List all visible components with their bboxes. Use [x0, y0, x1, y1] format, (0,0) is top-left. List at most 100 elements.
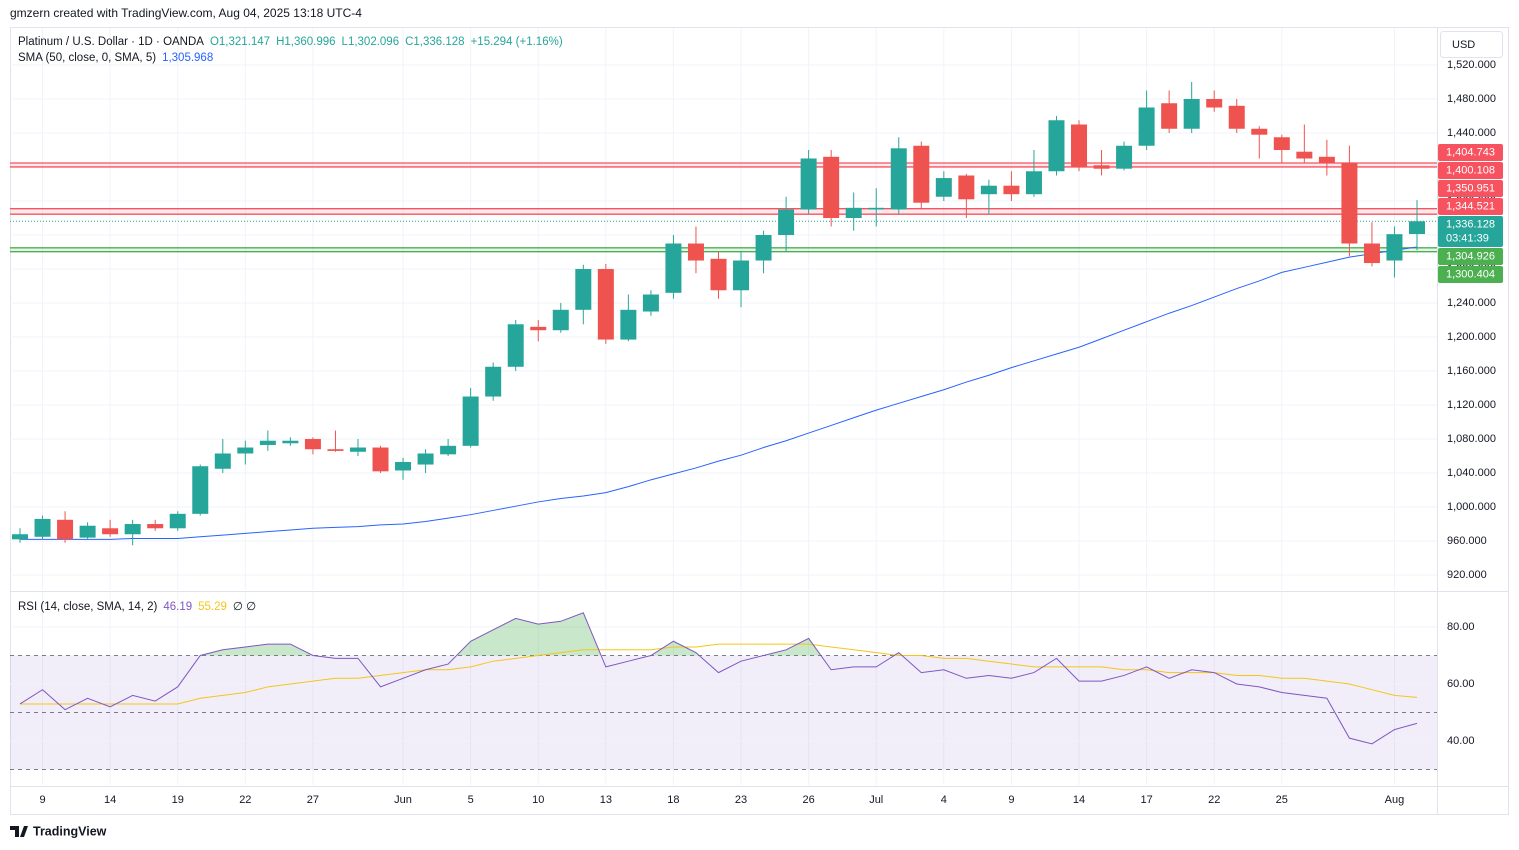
candle-body — [1183, 99, 1200, 129]
candle-body — [1409, 221, 1425, 235]
candle-body — [147, 524, 164, 529]
candle-body — [687, 243, 704, 261]
brand: TradingView — [33, 824, 107, 838]
candle-body — [372, 447, 389, 472]
candle-body — [642, 294, 659, 312]
candle-body — [192, 466, 209, 514]
candle-body — [800, 158, 817, 210]
candle-body — [1318, 156, 1335, 163]
candle-body — [1206, 99, 1223, 108]
candle-body — [304, 439, 321, 450]
candle-body — [169, 513, 186, 529]
x-tick-label: 27 — [307, 794, 319, 806]
x-tick-label: 13 — [600, 794, 612, 806]
candle-body — [440, 445, 457, 455]
price-axis-label-text: 1,336.128 — [1446, 218, 1495, 230]
x-tick-label: 5 — [468, 794, 474, 806]
x-tick-label: 14 — [1073, 794, 1085, 806]
level-band — [10, 247, 1437, 252]
y-tick-label: 1,440.000 — [1447, 127, 1496, 139]
price-axis-label-text: 1,350.951 — [1446, 182, 1495, 194]
level-band — [10, 162, 1437, 167]
candle-body — [1048, 120, 1065, 172]
y-tick-label: 1,120.000 — [1447, 399, 1496, 411]
candle-body — [868, 207, 885, 210]
candle-body — [79, 525, 96, 538]
candle-body — [282, 440, 299, 444]
candle-body — [913, 145, 930, 203]
currency: USD — [1452, 39, 1475, 51]
candle-body — [890, 148, 907, 210]
price-axis-label — [1438, 266, 1503, 284]
y-tick-label: 1,080.000 — [1447, 433, 1496, 445]
y-tick-label: 1,040.000 — [1447, 467, 1496, 479]
candle-body — [575, 269, 592, 310]
x-tick-label: 4 — [941, 794, 947, 806]
x-tick-label: 23 — [735, 794, 747, 806]
price-axis-label — [1438, 144, 1503, 162]
level-band — [10, 208, 1437, 215]
candle-body — [462, 396, 479, 446]
x-tick-label: 14 — [104, 794, 116, 806]
candle-body — [1341, 162, 1358, 244]
y-tick-label: 1,200.000 — [1447, 331, 1496, 343]
y-tick-label: 60.00 — [1447, 678, 1475, 690]
price-axis-label — [1438, 248, 1503, 266]
candle-body — [1138, 107, 1155, 146]
y-tick-label: 1,240.000 — [1447, 297, 1496, 309]
candle-body — [507, 324, 524, 367]
ohlc-value: +15.294 (+1.16%) — [471, 36, 563, 48]
x-tick-label: 22 — [239, 794, 251, 806]
candle-body — [597, 269, 614, 340]
candle-body — [102, 528, 119, 535]
candle-body — [1296, 151, 1313, 159]
price-axis-label-text: 1,304.926 — [1446, 250, 1495, 262]
x-tick-label: 10 — [532, 794, 544, 806]
currency-button[interactable] — [1440, 31, 1503, 58]
sma-line — [20, 246, 1418, 540]
ohlc-value: C1,336.128 — [405, 36, 464, 48]
candle-body — [124, 524, 141, 535]
candle-body — [12, 534, 28, 540]
y-tick-label: 80.00 — [1447, 621, 1475, 633]
x-tick-label: Jun — [394, 794, 412, 806]
price-axis-label — [1438, 162, 1503, 180]
y-tick-label: 1,000.000 — [1447, 501, 1496, 513]
price-axis-label-text: 03:41:39 — [1446, 232, 1489, 244]
y-tick-label: 1,520.000 — [1447, 59, 1496, 71]
candle-body — [395, 461, 412, 471]
x-tick-label: Aug — [1385, 794, 1405, 806]
rsi-title: RSI (14, close, SMA, 14, 2) — [18, 601, 158, 613]
price-axis-label — [1438, 216, 1503, 248]
candle-body — [552, 309, 569, 331]
candle-body — [1363, 243, 1380, 264]
candle-body — [485, 366, 502, 397]
candle-body — [327, 449, 344, 451]
candle-body — [1071, 124, 1088, 168]
candle-body — [1386, 234, 1403, 261]
sma-title: SMA (50, close, 0, SMA, 5) — [18, 52, 156, 64]
x-tick-label: 9 — [39, 794, 45, 806]
credit: gmzern created with TradingView.com, Aug… — [10, 6, 362, 20]
symbol-title: Platinum / U.S. Dollar · 1D · OANDA — [18, 36, 204, 48]
logo-mark — [10, 826, 28, 837]
price-axis-label-text: 1,400.108 — [1446, 164, 1495, 176]
candle-body — [620, 309, 637, 340]
price-axis-label — [1438, 198, 1503, 216]
ohlc-value: L1,302.096 — [342, 36, 400, 48]
x-tick-label: 17 — [1140, 794, 1152, 806]
candle-body — [845, 207, 862, 219]
x-tick-label: 26 — [803, 794, 815, 806]
sma-value: 1,305.968 — [162, 52, 213, 64]
candle-body — [710, 258, 727, 291]
candle-body — [935, 178, 952, 197]
candle-body — [349, 447, 366, 452]
candle-body — [34, 518, 51, 537]
candle-body — [530, 326, 547, 331]
x-tick-label: 18 — [667, 794, 679, 806]
y-tick-label: 960.000 — [1447, 535, 1487, 547]
candle-body — [958, 175, 975, 200]
rsi-line — [19, 612, 1418, 745]
